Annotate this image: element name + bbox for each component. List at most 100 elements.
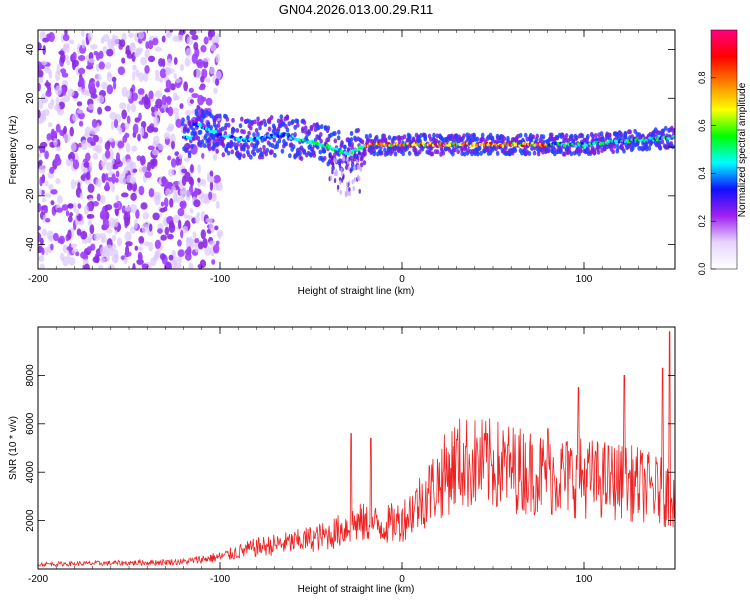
- spectrogram-signal-halo: [254, 127, 259, 133]
- spectrogram-signal-halo: [559, 147, 563, 153]
- spectrogram-noise-blob: [189, 30, 197, 36]
- spectrogram-noise-blob: [123, 256, 128, 265]
- spectrogram-noise-blob: [166, 126, 174, 132]
- spectrogram-noise-blob: [144, 49, 150, 59]
- spectrogram-signal-halo: [183, 123, 188, 129]
- spectrogram-noise-blob: [107, 177, 114, 182]
- spectrogram-signal-halo: [658, 145, 663, 151]
- spectrogram-noise-blob: [135, 69, 140, 78]
- spectrogram-signal-halo: [337, 129, 341, 135]
- spectrogram-noise-blob: [42, 197, 47, 203]
- spectrogram-signal-halo: [296, 122, 300, 128]
- spectrogram-noise-blob: [97, 106, 103, 115]
- spectrogram-signal-halo: [435, 133, 440, 139]
- spectrogram-noise-blob: [142, 163, 147, 175]
- spectrogram-image: [38, 30, 675, 269]
- spectrogram-noise-blob: [104, 204, 109, 212]
- spectrogram-noise-blob: [80, 230, 88, 240]
- spectrogram-noise-blob: [138, 31, 145, 40]
- spectrogram-noise-blob: [55, 85, 63, 96]
- spectrogram-signal-halo: [322, 155, 327, 161]
- spectrogram-noise-blob: [126, 115, 131, 125]
- spectrogram-signal-halo: [541, 149, 545, 155]
- spectrogram-noise-blob: [202, 237, 208, 249]
- spectrogram-noise-blob: [83, 205, 89, 215]
- spectrogram-noise-blob: [188, 262, 194, 269]
- spectrogram-noise-blob: [70, 243, 78, 249]
- spectrogram-signal-halo: [272, 137, 277, 143]
- spectrogram-noise-blob: [160, 201, 165, 207]
- spectrogram-noise-blob: [168, 254, 174, 261]
- spectrogram-noise-blob: [38, 61, 43, 72]
- spectrogram-noise-blob: [125, 143, 131, 153]
- spectrogram-signal-halo: [255, 148, 260, 154]
- spectrogram-noise-blob: [112, 81, 117, 90]
- spectrogram-noise-blob: [54, 157, 62, 166]
- spectrogram-noise-blob: [42, 37, 50, 43]
- spectrogram-noise-blob: [38, 165, 46, 174]
- spectrogram-noise-blob: [147, 145, 155, 151]
- spectrogram-noise-blob: [99, 257, 106, 264]
- spectrogram-noise-blob: [121, 109, 128, 120]
- snr-frame: [37, 326, 676, 570]
- spectrogram-noise-blob: [123, 166, 129, 174]
- spectrogram-signal-halo: [350, 145, 354, 151]
- spectrogram-signal-halo: [322, 148, 327, 154]
- spectrogram-noise-blob: [197, 164, 201, 174]
- spectrogram-noise-blob: [46, 133, 52, 141]
- spectrogram-signal-halo: [623, 131, 627, 137]
- spectrogram-signal-halo: [221, 152, 226, 158]
- spectrogram-noise-blob: [202, 57, 211, 62]
- spectrogram-signal-halo: [663, 125, 668, 131]
- spectrogram-signal-halo: [293, 124, 297, 130]
- spectrogram-signal-halo: [372, 151, 376, 157]
- spectrogram-noise-blob: [87, 214, 95, 219]
- spectrogram-noise-blob: [60, 68, 67, 74]
- spectrogram-noise-blob: [148, 241, 154, 252]
- spectrogram-noise-blob: [192, 231, 197, 239]
- spectrogram-noise-blob: [130, 103, 137, 113]
- spectrogram-signal-halo: [226, 122, 231, 128]
- spectrogram-noise-blob: [68, 256, 76, 266]
- spectrogram-signal-halo: [215, 113, 219, 119]
- spectrogram-signal-halo: [287, 121, 292, 127]
- spectrogram-noise-blob: [77, 203, 82, 209]
- spectrogram-noise-blob: [177, 219, 182, 230]
- spectrogram-signal-halo: [333, 138, 338, 144]
- spectrogram-noise-blob: [44, 82, 52, 87]
- spectrogram-noise-blob: [160, 107, 165, 114]
- spectrogram-noise-blob: [38, 159, 43, 166]
- spectrogram-noise-blob: [104, 149, 111, 159]
- spectrogram-noise-blob: [179, 200, 186, 208]
- spectrogram-noise-blob: [215, 181, 223, 192]
- spectrogram-signal-halo: [476, 151, 480, 157]
- spectrogram-noise-blob: [149, 257, 157, 267]
- spectrogram-noise-blob: [142, 263, 148, 269]
- spectrogram-signal-halo: [186, 128, 190, 134]
- spectrogram-noise-blob: [163, 197, 169, 208]
- spectrogram-signal-halo: [319, 138, 323, 144]
- spectrogram-noise-blob: [159, 253, 166, 261]
- spectrogram-noise-blob: [38, 99, 44, 110]
- spectrogram-noise-blob: [44, 247, 49, 256]
- spectrogram-noise-blob: [200, 45, 207, 53]
- spectrogram-noise-blob: [80, 88, 89, 96]
- spectrogram-noise-blob: [99, 246, 106, 256]
- spectrogram-noise-blob: [50, 189, 58, 195]
- spectrogram-signal-halo: [276, 118, 281, 124]
- snr-series-line: [38, 331, 675, 568]
- spectrogram-streak: [335, 158, 338, 164]
- spectrogram-noise-blob: [132, 64, 137, 71]
- spectrogram-signal-halo: [312, 150, 316, 156]
- spectrogram-noise-blob: [147, 55, 156, 63]
- spectrogram-noise-blob: [70, 142, 77, 152]
- spectrogram-noise-blob: [72, 159, 80, 170]
- spectrogram-noise-blob: [109, 111, 117, 121]
- spectrogram-signal-halo: [534, 136, 539, 142]
- spectrogram-noise-blob: [95, 80, 100, 88]
- spectrogram-noise-blob: [57, 237, 64, 244]
- spectrogram-noise-blob: [48, 183, 54, 191]
- spectrogram-noise-blob: [134, 117, 141, 123]
- spectrogram-noise-blob: [138, 185, 145, 196]
